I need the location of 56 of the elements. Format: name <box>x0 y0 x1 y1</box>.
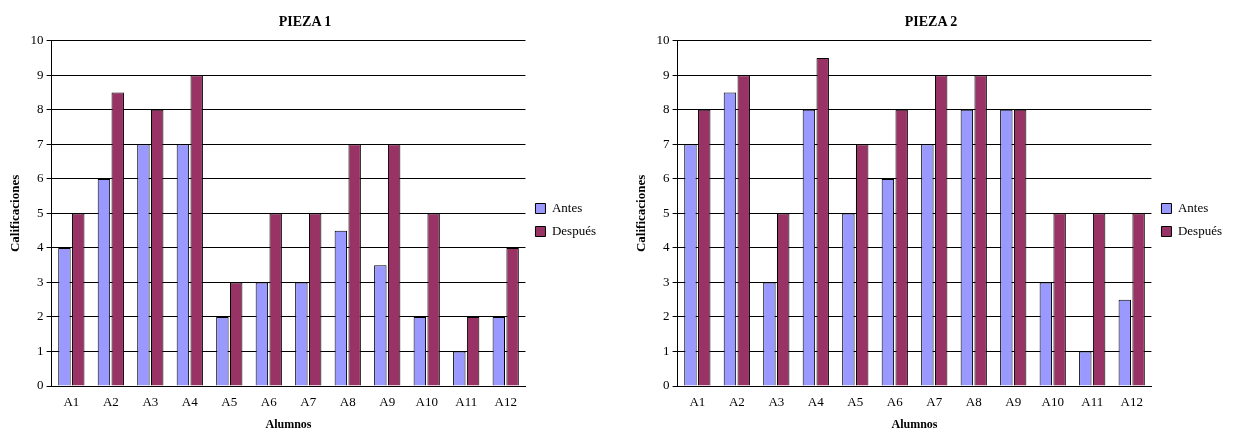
y-tick-label: 0 <box>663 377 670 393</box>
y-tick-label: 4 <box>37 239 45 255</box>
x-tick-label: A11 <box>455 394 478 410</box>
y-tick-label: 1 <box>37 342 44 358</box>
legend-label: Antes <box>1177 199 1209 215</box>
x-tick-label: A10 <box>1041 394 1064 410</box>
x-axis-title: Alumnos <box>891 416 938 431</box>
x-tick-label: A4 <box>807 394 825 410</box>
x-tick-label: A11 <box>1081 394 1104 410</box>
y-tick-label: 5 <box>663 204 670 220</box>
x-tick-label: A1 <box>63 394 80 410</box>
x-tick-label: A2 <box>102 394 119 410</box>
x-tick-label: A8 <box>339 394 356 410</box>
y-tick-label: 8 <box>37 101 44 117</box>
y-tick-label: 8 <box>663 101 670 117</box>
x-tick-label: A8 <box>965 394 982 410</box>
x-tick-label: A5 <box>221 394 238 410</box>
y-tick-label: 6 <box>663 170 671 186</box>
x-tick-label: A6 <box>260 394 278 410</box>
y-tick-label: 7 <box>37 135 45 151</box>
y-tick-label: 0 <box>37 377 44 393</box>
legend-label: Después <box>551 222 596 238</box>
x-tick-label: A7 <box>926 394 943 410</box>
x-tick-label: A3 <box>768 394 785 410</box>
y-tick-label: 6 <box>37 170 45 186</box>
chart-title: PIEZA 1 <box>278 14 332 30</box>
y-tick-label: 3 <box>663 273 670 289</box>
x-tick-label: A9 <box>1005 394 1022 410</box>
x-tick-label: A5 <box>847 394 864 410</box>
x-tick-label: A10 <box>415 394 438 410</box>
x-tick-label: A3 <box>142 394 159 410</box>
x-tick-label: A7 <box>300 394 317 410</box>
y-axis-title: Calificaciones <box>633 174 649 253</box>
x-tick-label: A1 <box>689 394 706 410</box>
x-tick-label: A2 <box>728 394 745 410</box>
y-tick-label: 3 <box>37 273 44 289</box>
y-tick-label: 5 <box>37 204 44 220</box>
x-tick-label: A4 <box>181 394 199 410</box>
legend-label: Después <box>1177 222 1222 238</box>
x-tick-label: A12 <box>494 394 517 410</box>
chart-title: PIEZA 2 <box>904 14 958 30</box>
y-tick-label: 2 <box>37 308 44 324</box>
y-tick-label: 9 <box>663 66 670 82</box>
y-tick-label: 9 <box>37 66 44 82</box>
x-axis-title: Alumnos <box>265 416 312 431</box>
y-tick-label: 2 <box>663 308 670 324</box>
y-tick-label: 1 <box>663 342 670 358</box>
y-tick-label: 10 <box>656 32 670 48</box>
y-axis-title: Calificaciones <box>7 174 23 253</box>
legend-label: Antes <box>551 199 583 215</box>
y-tick-label: 7 <box>663 135 671 151</box>
x-tick-label: A12 <box>1120 394 1143 410</box>
y-tick-label: 10 <box>30 32 44 48</box>
x-tick-label: A6 <box>886 394 904 410</box>
y-tick-label: 4 <box>663 239 671 255</box>
x-tick-label: A9 <box>379 394 396 410</box>
